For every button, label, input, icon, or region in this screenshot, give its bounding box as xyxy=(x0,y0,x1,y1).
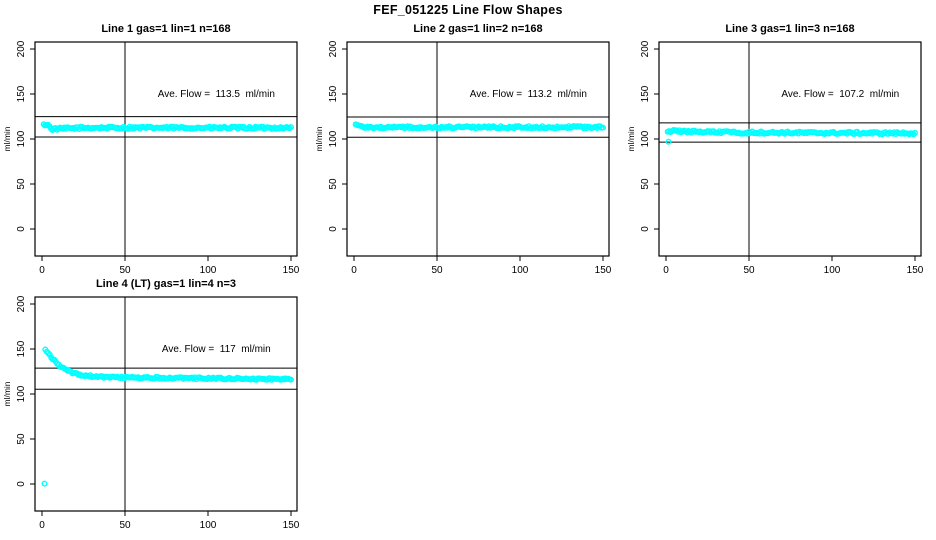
panel-title: Line 3 gas=1 lin=3 n=168 xyxy=(725,23,854,35)
panel-chart: 0 50 100 150 0 50 100 150 200 ml/min Line 2 gas=1 … xyxy=(314,23,612,276)
data-points xyxy=(40,121,295,133)
y-tick-label: 150 xyxy=(640,85,651,102)
panel-line-1: 0 50 100 150 0 50 100 150 200 ml/min Line 1 gas=1 … xyxy=(0,16,312,278)
x-tick-label: 0 xyxy=(663,265,669,276)
panel-chart: 0 50 100 150 0 50 100 150 200 ml/min Line 1 gas=1 … xyxy=(2,23,300,276)
x-tick-label: 100 xyxy=(200,265,217,276)
outlier-point xyxy=(665,138,672,145)
x-tick-label: 50 xyxy=(431,265,443,276)
y-tick-label: 50 xyxy=(16,433,27,445)
y-tick-label: 0 xyxy=(16,226,27,232)
y-tick-label: 0 xyxy=(328,226,339,232)
y-tick-label: 150 xyxy=(328,85,339,102)
panel-chart: 0 50 100 150 0 50 100 150 200 ml/min Line 3 gas=1 … xyxy=(626,23,924,276)
data-points xyxy=(352,121,607,132)
panel-line-4: 0 50 100 150 0 50 100 150 200 ml/min Line 4 (LT) g… xyxy=(0,271,312,533)
figure-title: FEF_051225 Line Flow Shapes xyxy=(373,3,563,17)
ave-flow-annotation: Ave. Flow = 113.5 ml/min xyxy=(158,89,275,100)
y-tick-label: 200 xyxy=(16,40,27,57)
data-point xyxy=(288,124,295,131)
plot-box xyxy=(658,41,922,257)
data-points xyxy=(41,346,295,487)
y-tick-label: 100 xyxy=(16,130,27,147)
x-tick-label: 100 xyxy=(200,520,217,531)
x-tick-label: 50 xyxy=(119,265,131,276)
panel-line-3: 0 50 100 150 0 50 100 150 200 ml/min Line 3 gas=1 … xyxy=(624,16,936,278)
y-tick-label: 150 xyxy=(16,340,27,357)
ave-flow-annotation: Ave. Flow = 107.2 ml/min xyxy=(781,89,899,100)
panel-title: Line 1 gas=1 lin=1 n=168 xyxy=(101,23,230,35)
x-tick-label: 0 xyxy=(39,265,45,276)
y-axis-unit-label: ml/min xyxy=(2,126,12,151)
outlier-point xyxy=(41,480,48,487)
panel-chart: 0 50 100 150 0 50 100 150 200 ml/min Line 4 (LT) g… xyxy=(2,278,300,531)
y-tick-label: 100 xyxy=(328,130,339,147)
ave-flow-annotation: Ave. Flow = 113.2 ml/min xyxy=(470,89,587,100)
y-tick-label: 0 xyxy=(16,481,27,487)
y-tick-label: 200 xyxy=(328,40,339,57)
plot-box xyxy=(34,41,298,257)
y-tick-label: 200 xyxy=(640,40,651,57)
ave-flow-annotation: Ave. Flow = 117 ml/min xyxy=(162,344,271,355)
x-tick-label: 100 xyxy=(824,265,841,276)
y-tick-label: 0 xyxy=(640,226,651,232)
data-point xyxy=(912,129,919,136)
panel-title: Line 2 gas=1 lin=2 n=168 xyxy=(413,23,542,35)
y-tick-label: 150 xyxy=(16,85,27,102)
plot-box xyxy=(34,296,298,512)
data-point xyxy=(46,351,53,358)
x-tick-label: 0 xyxy=(351,265,357,276)
x-tick-label: 100 xyxy=(512,265,529,276)
x-tick-label: 150 xyxy=(283,520,300,531)
y-axis-unit-label: ml/min xyxy=(626,126,636,151)
panel-line-2: 0 50 100 150 0 50 100 150 200 ml/min Line 2 gas=1 … xyxy=(312,16,624,278)
data-point xyxy=(600,124,607,131)
x-tick-label: 0 xyxy=(39,520,45,531)
x-tick-label: 150 xyxy=(595,265,612,276)
x-tick-label: 50 xyxy=(119,520,131,531)
y-axis-unit-label: ml/min xyxy=(314,126,324,151)
y-tick-label: 100 xyxy=(16,385,27,402)
x-tick-label: 50 xyxy=(743,265,755,276)
y-tick-label: 200 xyxy=(16,295,27,312)
y-tick-label: 50 xyxy=(16,178,27,190)
data-point xyxy=(288,376,295,383)
x-tick-label: 150 xyxy=(283,265,300,276)
y-tick-label: 100 xyxy=(640,130,651,147)
plot-box xyxy=(346,41,610,257)
y-tick-label: 50 xyxy=(328,178,339,190)
x-tick-label: 150 xyxy=(907,265,924,276)
y-axis-unit-label: ml/min xyxy=(2,381,12,406)
panel-title: Line 4 (LT) gas=1 lin=4 n=3 xyxy=(96,278,236,290)
y-tick-label: 50 xyxy=(640,178,651,190)
data-points xyxy=(664,126,919,145)
